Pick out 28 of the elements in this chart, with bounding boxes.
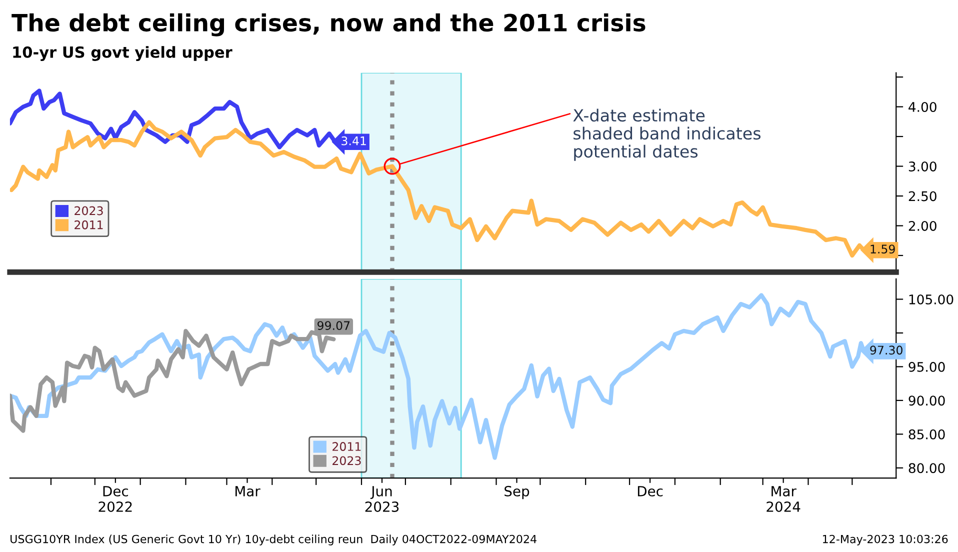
x-tick-label: Jun 2023 (365, 486, 399, 512)
legend-label: 2011 (74, 220, 103, 230)
data-label: 97.30 (870, 346, 902, 355)
text: USGG10YR Index (US Generic Govt 10 Yr) 10y-debt ceiling reun Daily 04OCT2022-09MAY2024 (10, 534, 536, 546)
chart-subtitle: 10-yr US govt yield upper (13, 46, 232, 61)
legend-label: 2023 (74, 206, 103, 216)
y-tick-label: 90.00 (908, 396, 945, 406)
x-tick-label: Mar (236, 486, 260, 496)
y-tick-label: 95.00 (908, 362, 945, 372)
annotation: X-date estimate shaded band indicates potential dates (573, 108, 761, 161)
y-tick-label: 4.00 (908, 102, 936, 112)
x-tick-label: Dec 2022 (98, 486, 132, 512)
y-tick-label: 105.00 (909, 294, 954, 304)
y-tick-label: 2.50 (908, 191, 936, 202)
y-tick-label: 85.00 (908, 429, 945, 440)
data-label: 3.41 (342, 136, 366, 146)
x-tick-label: Dec (638, 486, 663, 496)
chart-title: The debt ceiling crises, now and the 2011 crisis (12, 13, 646, 36)
x-tick-label: Sep (504, 486, 530, 500)
data-label: 99.07 (318, 321, 350, 330)
data-label: 1.59 (870, 244, 895, 254)
legend-label: 2011 (332, 442, 361, 451)
legend-label: 2023 (332, 456, 361, 466)
y-tick-label: 3.00 (908, 161, 936, 172)
x-tick-label: Mar 2024 (766, 486, 800, 512)
y-tick-label: 2.00 (908, 220, 936, 231)
text: 12-May-2023 10:03:26 (822, 534, 948, 546)
y-tick-label: 80.00 (908, 463, 945, 474)
